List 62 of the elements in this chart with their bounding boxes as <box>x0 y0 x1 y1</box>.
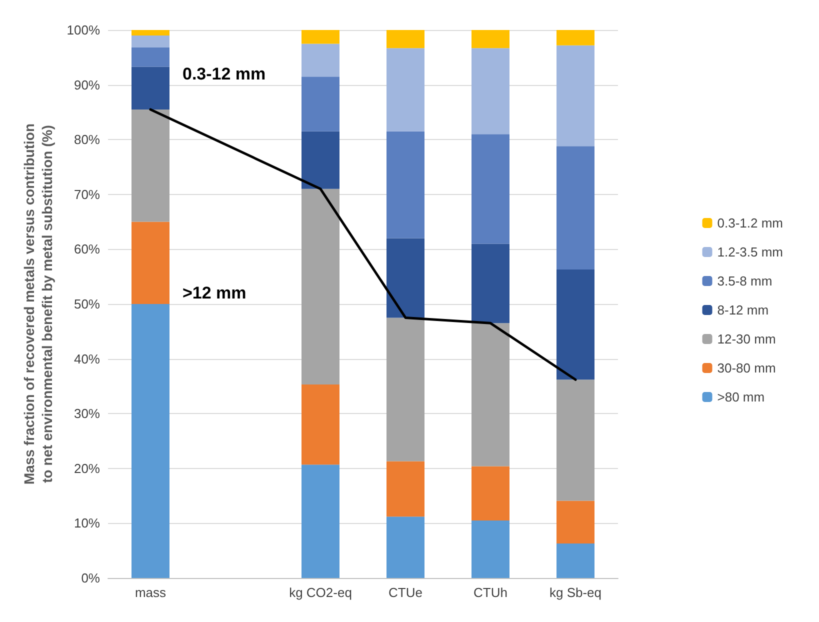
bar <box>472 520 510 578</box>
annotation: >12 mm <box>182 284 246 303</box>
bar <box>556 146 594 270</box>
legend-label: 12-30 mm <box>717 332 776 346</box>
line-series <box>149 108 577 381</box>
annotation: 0.3-12 mm <box>182 64 266 84</box>
y-tick-label: 40% <box>74 351 100 366</box>
bar <box>302 188 340 385</box>
y-tick-label: 90% <box>74 77 100 92</box>
x-tick-label: mass <box>134 585 167 600</box>
bar <box>302 131 340 189</box>
bar <box>386 131 424 238</box>
y-tick-label: 100% <box>66 22 100 38</box>
bar <box>132 304 170 578</box>
bar <box>556 543 594 578</box>
legend-label: 0.3-1.2 mm <box>717 216 784 230</box>
x-tick-label: kg CO2-eq <box>289 585 352 600</box>
x-tick-label: kg Sb-eq <box>549 585 602 600</box>
legend-label: 8-12 mm <box>717 302 769 318</box>
bar <box>302 384 340 465</box>
bar <box>302 464 340 578</box>
bar <box>132 35 170 48</box>
bar <box>472 30 510 48</box>
y-tick-label: 60% <box>74 242 100 257</box>
legend-label: 1.2-3.5 mm <box>717 244 784 260</box>
y-tick-label: 50% <box>74 296 100 312</box>
bar <box>302 44 340 77</box>
bar <box>556 380 594 501</box>
y-tick-label: 30% <box>74 406 100 422</box>
legend-label: 3.5-8 mm <box>717 274 772 288</box>
bar <box>386 516 424 578</box>
bar <box>472 466 510 520</box>
y-tick-label: 70% <box>74 186 100 202</box>
bar <box>556 500 594 544</box>
legend-label: 30-80 mm <box>717 360 776 376</box>
bar <box>386 461 424 517</box>
bar <box>132 30 170 36</box>
y-tick-label: 10% <box>74 516 100 531</box>
bar <box>386 238 424 318</box>
bar <box>302 30 340 44</box>
bar <box>132 222 170 304</box>
bar <box>132 109 170 222</box>
bar <box>472 48 510 134</box>
bar <box>472 323 510 466</box>
y-tick-label: 20% <box>74 460 100 476</box>
bar <box>472 244 510 324</box>
bar <box>386 48 424 132</box>
y-tick-label: 0% <box>81 570 100 586</box>
y-tick-label: 80% <box>74 132 100 148</box>
bar <box>472 134 510 244</box>
bar <box>556 45 594 146</box>
bar <box>132 48 170 67</box>
bar <box>386 318 424 462</box>
bar <box>132 66 170 110</box>
legend-label: >80 mm <box>717 390 765 404</box>
bar <box>556 269 594 380</box>
y-axis-title: Mass fraction of recovered metals versus contribution to net environmental benefit by metal substitution (%) <box>20 124 55 484</box>
bar <box>556 30 594 46</box>
x-tick-label: CTUe <box>388 585 422 600</box>
x-tick-label: CTUh <box>474 585 508 600</box>
bar <box>386 30 424 48</box>
bar <box>302 76 340 132</box>
